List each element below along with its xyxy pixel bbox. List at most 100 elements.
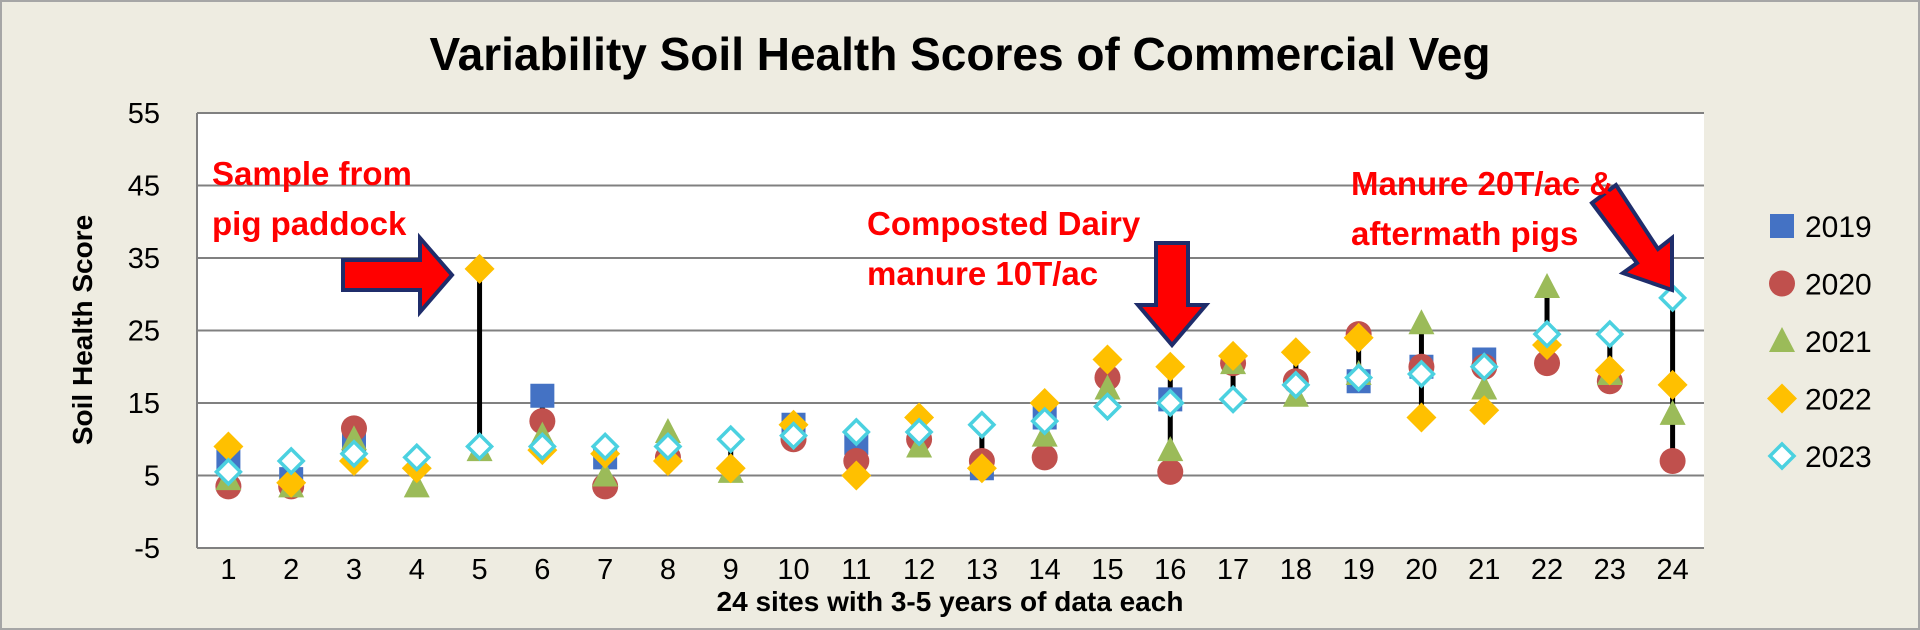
y-tick-label: -5 — [134, 533, 160, 565]
annotation-text: Manure 20T/ac & — [1351, 165, 1613, 202]
data-point — [1157, 436, 1184, 462]
data-point — [1594, 355, 1625, 386]
x-axis-ticks: 1 2 3 4 5 6 7 8 9 10 11 12 13 14 15 16 17 18 19 20 21 22 23 24 — [220, 554, 1688, 586]
annotation-text: pig paddock — [212, 205, 407, 242]
y-tick-label: 55 — [128, 98, 160, 130]
data-point — [339, 439, 369, 469]
data-point — [652, 446, 683, 476]
data-point — [1406, 402, 1437, 433]
data-point — [654, 418, 681, 443]
data-point — [841, 417, 871, 447]
data-point — [715, 453, 746, 484]
annotation-text: Sample from — [212, 155, 412, 192]
y-tick-label: 25 — [128, 316, 160, 348]
data-point — [1657, 369, 1688, 400]
data-point — [1031, 444, 1058, 471]
x-tick-label: 8 — [660, 554, 676, 586]
x-tick-label: 19 — [1343, 554, 1375, 586]
x-tick-label: 15 — [1091, 554, 1123, 586]
data-point — [1659, 399, 1686, 425]
x-tick-label: 7 — [597, 554, 613, 586]
legend-label: 2022 — [1805, 384, 1872, 417]
x-tick-label: 11 — [841, 554, 871, 586]
y-axis-label: Soil Health Score — [67, 215, 98, 445]
x-tick-label: 22 — [1531, 554, 1563, 586]
data-point — [213, 431, 244, 462]
data-point — [1408, 309, 1435, 335]
legend-marker — [1769, 327, 1795, 352]
data-point — [1094, 374, 1121, 400]
data-point — [276, 446, 306, 476]
legend: 2019 2020 2021 2022 2023 — [1767, 211, 1872, 474]
data-point — [1157, 458, 1184, 485]
annotation-text: manure 10T/ac — [867, 255, 1098, 292]
data-point — [1030, 406, 1060, 436]
data-point — [1092, 344, 1123, 375]
legend-label: 2020 — [1805, 269, 1872, 302]
data-point — [904, 417, 934, 447]
legend-marker — [1767, 383, 1797, 414]
data-point — [716, 424, 746, 454]
down-arrow — [1133, 241, 1211, 349]
x-tick-label: 4 — [409, 554, 425, 586]
data-point — [1469, 395, 1500, 426]
data-point — [403, 472, 430, 498]
data-point — [1344, 363, 1374, 393]
data-point — [1469, 352, 1499, 382]
data-point — [464, 253, 495, 284]
data-point — [841, 460, 872, 491]
data-point — [967, 410, 997, 440]
data-point — [530, 383, 555, 408]
x-tick-label: 24 — [1656, 554, 1688, 586]
data-point — [529, 408, 556, 435]
data-point — [340, 425, 367, 451]
x-tick-label: 10 — [777, 554, 809, 586]
y-tick-label: 35 — [128, 243, 160, 275]
x-axis-label: 24 sites with 3-5 years of data each — [717, 586, 1184, 617]
gridlines — [196, 112, 1704, 549]
data-point — [213, 457, 243, 487]
x-tick-label: 23 — [1594, 554, 1626, 586]
x-tick-label: 21 — [1468, 554, 1500, 586]
data-point — [1534, 350, 1561, 377]
legend-label: 2021 — [1805, 326, 1872, 359]
data-point — [590, 432, 620, 461]
x-tick-label: 16 — [1154, 554, 1186, 586]
diagonal-arrow — [1589, 182, 1674, 293]
data-point — [1595, 319, 1625, 349]
x-tick-label: 17 — [1217, 554, 1249, 586]
data-point — [1532, 319, 1562, 349]
data-point — [1155, 388, 1185, 418]
annotation-arrows — [341, 182, 1674, 349]
data-point — [1658, 283, 1688, 313]
x-tick-label: 6 — [534, 554, 550, 586]
data-point — [1280, 337, 1311, 368]
data-point — [1281, 370, 1311, 400]
data-point — [1406, 359, 1436, 389]
data-point — [402, 442, 432, 472]
legend-label: 2023 — [1805, 441, 1872, 474]
annotation-text: aftermath pigs — [1351, 215, 1578, 252]
x-tick-label: 1 — [220, 554, 236, 586]
data-point — [1155, 351, 1186, 382]
data-points — [213, 253, 1688, 500]
y-tick-label: 5 — [144, 461, 160, 493]
data-point — [1218, 384, 1248, 414]
data-point — [276, 467, 307, 498]
y-tick-label: 45 — [128, 171, 160, 203]
data-point — [966, 453, 997, 484]
legend-marker — [1770, 214, 1794, 238]
data-point — [653, 432, 683, 461]
data-point — [1093, 392, 1122, 422]
data-point — [592, 461, 619, 487]
chart-title: Variability Soil Health Scores of Commer… — [430, 28, 1491, 80]
x-tick-label: 3 — [346, 554, 362, 586]
x-tick-label: 13 — [966, 554, 998, 586]
data-point — [1534, 273, 1561, 298]
data-point — [779, 421, 808, 451]
y-axis-ticks: 55 45 35 25 15 5 -5 — [128, 98, 160, 565]
legend-marker — [1767, 441, 1797, 471]
annotation-text: Composted Dairy — [867, 205, 1141, 242]
x-tick-label: 18 — [1280, 554, 1312, 586]
